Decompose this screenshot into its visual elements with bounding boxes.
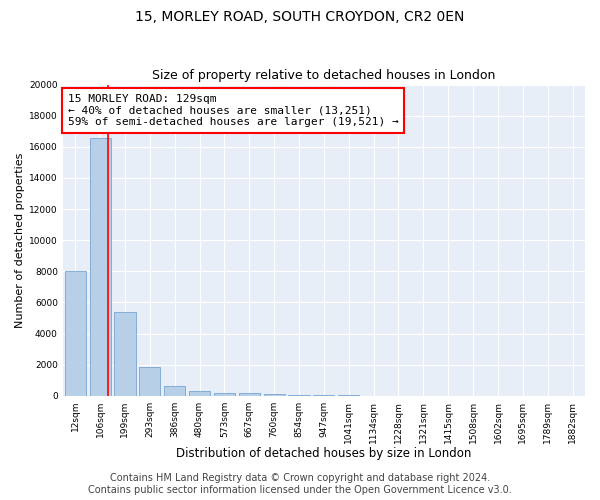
Bar [214,392,235,396]
Bar [289,394,310,396]
Bar [65,270,86,396]
Text: 15 MORLEY ROAD: 129sqm
← 40% of detached houses are smaller (13,251)
59% of semi: 15 MORLEY ROAD: 129sqm ← 40% of detached… [68,94,399,127]
Bar [115,312,136,396]
Text: Contains HM Land Registry data © Crown copyright and database right 2024.
Contai: Contains HM Land Registry data © Crown c… [88,474,512,495]
Bar [89,138,110,396]
Title: Size of property relative to detached houses in London: Size of property relative to detached ho… [152,69,496,82]
Text: 15, MORLEY ROAD, SOUTH CROYDON, CR2 0EN: 15, MORLEY ROAD, SOUTH CROYDON, CR2 0EN [136,10,464,24]
Bar [263,394,285,396]
Bar [239,392,260,396]
Bar [139,367,160,396]
Y-axis label: Number of detached properties: Number of detached properties [15,152,25,328]
Bar [164,386,185,396]
X-axis label: Distribution of detached houses by size in London: Distribution of detached houses by size … [176,447,472,460]
Bar [189,391,210,396]
Bar [313,395,334,396]
